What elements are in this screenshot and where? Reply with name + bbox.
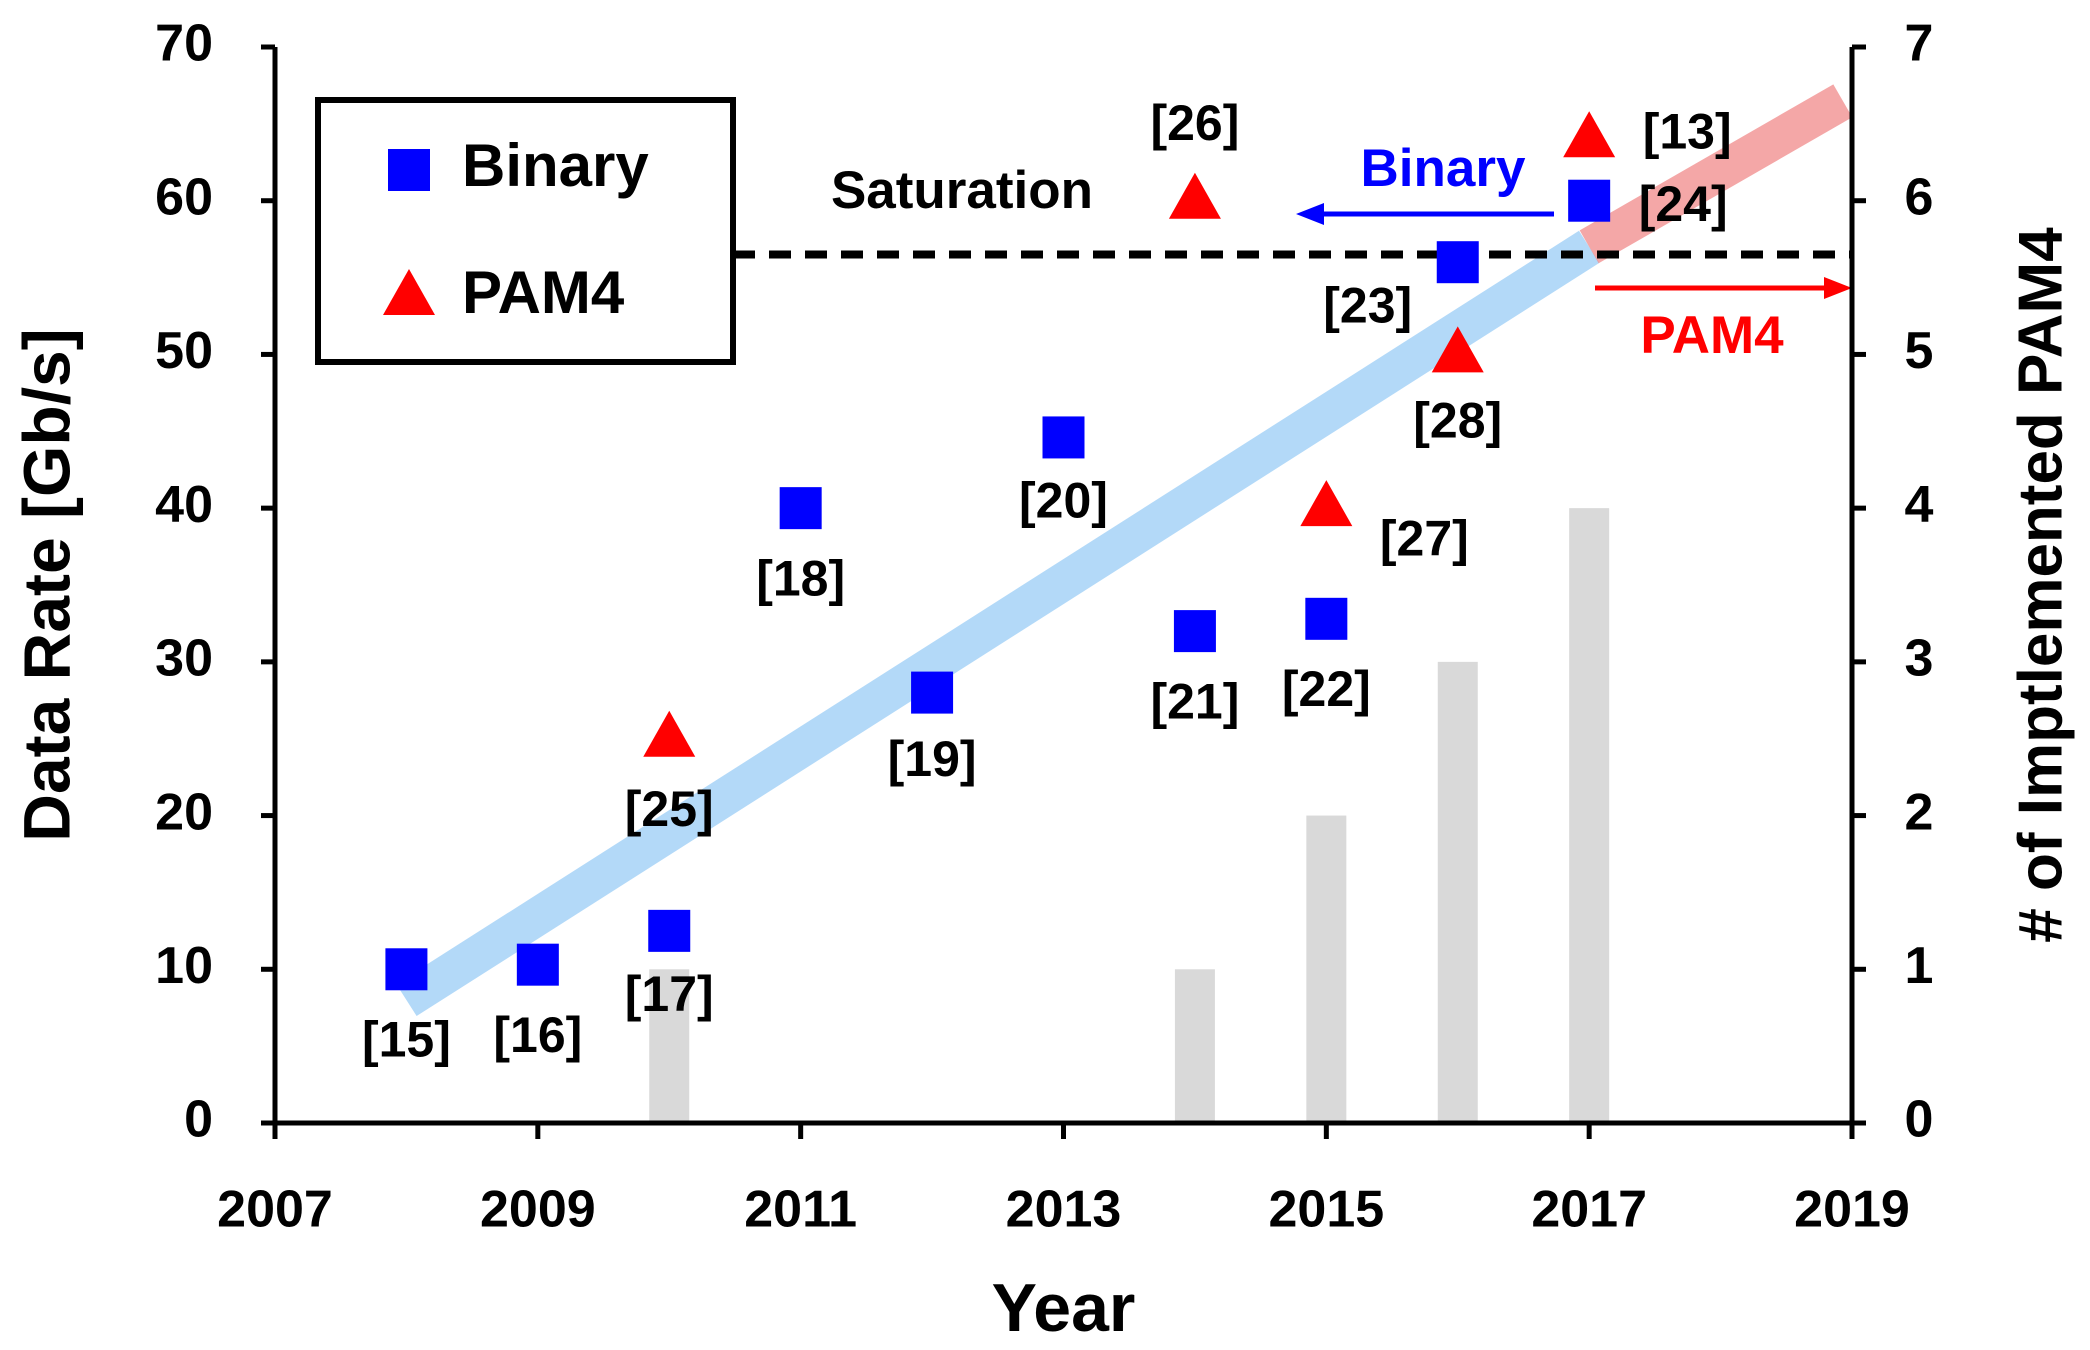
legend-label: Binary xyxy=(462,132,649,199)
marker xyxy=(1300,480,1353,527)
y2-tick-label: 4 xyxy=(1905,476,1934,534)
marker xyxy=(385,948,428,991)
point-label: [23] xyxy=(1323,277,1412,333)
marker xyxy=(648,909,691,952)
arrow-head xyxy=(1296,203,1324,225)
legend-marker xyxy=(388,149,430,191)
bars-layer xyxy=(649,508,1610,1124)
trend-line xyxy=(396,230,1600,1017)
marker xyxy=(1563,111,1616,158)
saturation-label: Saturation xyxy=(831,161,1093,220)
y-tick-label: 0 xyxy=(184,1091,213,1149)
point-label: [18] xyxy=(756,550,845,606)
annotation: Binary xyxy=(1361,139,1526,198)
marker xyxy=(1431,326,1484,373)
point-label: [16] xyxy=(493,1007,582,1063)
x-tick-label: 2013 xyxy=(1006,1181,1122,1239)
x-tick-label: 2017 xyxy=(1531,1181,1647,1239)
legend-label: PAM4 xyxy=(462,259,625,326)
point-label: [20] xyxy=(1019,473,1108,529)
marker xyxy=(779,487,822,530)
point-label: [26] xyxy=(1150,95,1239,151)
marker xyxy=(1173,610,1216,653)
x-tick-label: 2015 xyxy=(1268,1181,1384,1239)
point-label: [19] xyxy=(888,731,977,787)
point-label: [27] xyxy=(1380,510,1469,566)
x-tick-label: 2011 xyxy=(744,1181,857,1239)
y2-tick-label: 7 xyxy=(1905,15,1934,73)
marker xyxy=(1042,416,1085,459)
point-label: [17] xyxy=(625,966,714,1022)
y-tick-label: 70 xyxy=(155,15,213,73)
marker xyxy=(516,943,559,986)
trends-layer xyxy=(396,84,1853,1017)
main-layer: Saturation Binary PAM4 [15] [16] [17] [18] [19]… xyxy=(9,15,2075,1346)
x-axis-label: Year xyxy=(992,1270,1136,1346)
marker xyxy=(1305,597,1348,640)
y2-tick-label: 0 xyxy=(1905,1091,1934,1149)
x-tick-label: 2007 xyxy=(217,1181,333,1239)
point-label: [22] xyxy=(1282,661,1371,717)
y-axis-label: Data Rate [Gb/s] xyxy=(9,328,83,841)
point-label: [15] xyxy=(362,1011,451,1067)
y2-tick-label: 1 xyxy=(1905,937,1934,995)
bar xyxy=(1306,815,1347,1123)
bar xyxy=(1174,969,1215,1123)
y-tick-label: 50 xyxy=(155,322,213,380)
y2-tick-label: 5 xyxy=(1905,322,1934,380)
y2-tick-label: 6 xyxy=(1905,168,1934,226)
marker xyxy=(1568,179,1611,222)
point-label: [13] xyxy=(1643,103,1732,159)
arrow-head xyxy=(1824,277,1852,299)
y-tick-label: 10 xyxy=(155,937,213,995)
y-tick-label: 60 xyxy=(155,168,213,226)
trend-line xyxy=(1579,84,1853,264)
point-label: [28] xyxy=(1413,393,1502,449)
annotation: PAM4 xyxy=(1640,306,1784,365)
bar xyxy=(649,969,690,1123)
legend-box xyxy=(315,97,736,365)
x-tick-label: 2019 xyxy=(1794,1181,1910,1239)
bar xyxy=(1437,661,1478,1123)
point-label: [21] xyxy=(1150,673,1239,729)
y2-tick-label: 3 xyxy=(1905,630,1934,688)
point-label: [25] xyxy=(625,781,714,837)
y-tick-label: 40 xyxy=(155,476,213,534)
marker xyxy=(1168,172,1221,219)
y2-axis-label: # of Imptlemented PAM4 xyxy=(2006,227,2075,943)
marker xyxy=(1436,241,1479,284)
bar xyxy=(1569,508,1610,1124)
legend-marker xyxy=(383,269,435,315)
y2-tick-label: 2 xyxy=(1905,783,1934,841)
y-tick-label: 30 xyxy=(155,630,213,688)
point-label: [24] xyxy=(1639,176,1728,232)
marker xyxy=(643,710,696,757)
marker xyxy=(911,671,954,714)
y-tick-label: 20 xyxy=(155,783,213,841)
x-tick-label: 2009 xyxy=(480,1181,596,1239)
